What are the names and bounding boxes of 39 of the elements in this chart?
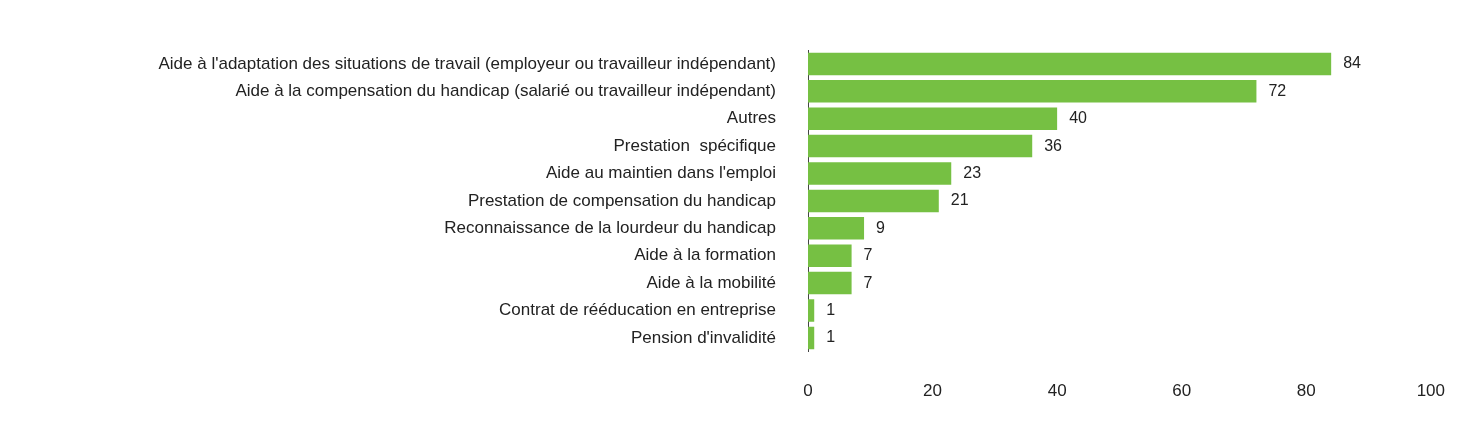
x-tick-label: 100 bbox=[1416, 381, 1446, 401]
data-label: 7 bbox=[863, 273, 873, 291]
bar bbox=[808, 162, 952, 185]
y-tick-label: Aide à la compensation du handicap (salarié ou travailleur indépendant) bbox=[235, 80, 776, 100]
y-tick-label: Prestation de compensation du handicap bbox=[467, 190, 776, 210]
bar bbox=[808, 80, 1257, 103]
bar bbox=[808, 217, 865, 240]
y-tick-label: Autres bbox=[726, 108, 776, 128]
y-tick-label: Reconnaissance de la lourdeur du handicap bbox=[444, 217, 776, 237]
bar bbox=[808, 189, 939, 213]
data-label: 23 bbox=[963, 163, 982, 181]
data-label: 1 bbox=[826, 328, 836, 346]
y-tick-label: Aide au maintien dans l'emploi bbox=[545, 163, 776, 183]
data-label: 84 bbox=[1343, 54, 1362, 72]
data-label: 21 bbox=[950, 191, 969, 209]
y-tick-label: Aide à la formation bbox=[634, 245, 776, 265]
x-tick-label: 80 bbox=[1296, 381, 1316, 401]
y-tick-label: Pension d'invalidité bbox=[630, 327, 776, 347]
bar bbox=[808, 134, 1033, 158]
bar bbox=[808, 52, 1332, 76]
data-label: 36 bbox=[1044, 136, 1063, 154]
x-tick-label: 60 bbox=[1172, 381, 1192, 401]
data-label: 40 bbox=[1069, 109, 1088, 127]
bar bbox=[808, 271, 852, 295]
bar bbox=[808, 244, 852, 267]
data-label: 72 bbox=[1268, 81, 1287, 99]
x-tick-label: 0 bbox=[803, 381, 813, 401]
bar bbox=[808, 326, 815, 350]
y-tick-label: Contrat de rééducation en entreprise bbox=[499, 300, 776, 320]
data-label: 7 bbox=[863, 246, 873, 264]
y-tick-label: Prestation spécifique bbox=[613, 135, 776, 155]
x-tick-label: 40 bbox=[1047, 381, 1067, 401]
data-label: 9 bbox=[876, 218, 886, 236]
bar bbox=[808, 107, 1058, 130]
y-tick-label: Aide à la mobilité bbox=[646, 272, 776, 292]
bar bbox=[808, 299, 815, 322]
x-tick-label: 20 bbox=[923, 381, 943, 401]
data-label: 1 bbox=[826, 300, 836, 318]
y-tick-label: Aide à l'adaptation des situations de travail (employeur ou travailleur indépendant) bbox=[158, 53, 776, 73]
